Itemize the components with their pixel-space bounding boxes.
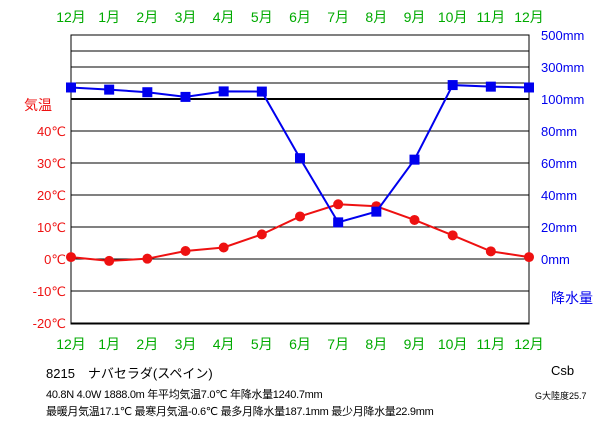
station-extremes-line: 最暖月気温17.1℃ 最寒月気温-0.6℃ 最多月降水量187.1mm 最少月降… [46, 406, 434, 418]
month-label-bottom: 12月 [56, 336, 86, 352]
precipitation-axis-label: 降水量 [551, 290, 593, 306]
temperature-point [447, 230, 458, 241]
temperature-point [485, 246, 496, 257]
precipitation-point [485, 81, 496, 92]
temperature-point [409, 214, 420, 225]
month-label-top: 4月 [213, 9, 235, 25]
continentality-index: G大陸度25.7 [535, 391, 587, 401]
month-label-top: 9月 [404, 9, 426, 25]
temperature-tick-label: -10℃ [33, 284, 66, 299]
temperature-tick-label: -20℃ [33, 316, 66, 331]
plot-frame [70, 34, 530, 325]
precipitation-point [180, 91, 191, 102]
temperature-point [142, 253, 153, 264]
temperature-point [524, 252, 534, 263]
precipitation-point [447, 80, 458, 91]
month-label-top: 12月 [514, 9, 544, 25]
month-label-bottom: 5月 [251, 336, 273, 352]
precipitation-tick-label: 80mm [541, 124, 577, 139]
precipitation-tick-label: 40mm [541, 188, 577, 203]
temperature-point [180, 246, 191, 256]
precipitation-point [66, 82, 76, 93]
precipitation-tick-label: 100mm [541, 92, 584, 107]
month-label-top: 7月 [327, 9, 349, 25]
precipitation-tick-label: 0mm [541, 252, 570, 267]
month-label-bottom: 2月 [136, 336, 158, 352]
temperature-point [333, 199, 344, 210]
temperature-tick-label: 10℃ [37, 220, 66, 235]
month-label-top: 3月 [175, 9, 197, 25]
temperature-point [256, 229, 267, 240]
month-label-bottom: 6月 [289, 336, 311, 352]
precipitation-point [218, 86, 229, 97]
temperature-tick-label: 40℃ [37, 124, 66, 139]
precipitation-point [409, 154, 420, 165]
month-label-bottom: 4月 [213, 336, 235, 352]
koppen-classification: Csb [551, 363, 575, 378]
month-label-bottom: 10月 [438, 336, 468, 352]
month-label-top: 2月 [136, 9, 158, 25]
month-label-top: 11月 [477, 9, 506, 25]
month-label-top: 1月 [98, 9, 120, 25]
precipitation-tick-label: 60mm [541, 156, 577, 171]
month-label-bottom: 3月 [175, 336, 197, 352]
precipitation-point [333, 217, 344, 228]
precipitation-point [371, 206, 382, 217]
month-label-top: 6月 [289, 9, 311, 25]
precipitation-point [142, 87, 153, 98]
precipitation-point [104, 84, 115, 95]
temperature-axis-label: 気温 [24, 97, 52, 113]
month-label-bottom: 11月 [477, 336, 506, 352]
precipitation-tick-label: 500mm [541, 28, 584, 43]
month-label-bottom: 9月 [404, 336, 426, 352]
temperature-tick-label: 30℃ [37, 156, 66, 171]
month-label-top: 5月 [251, 9, 273, 25]
temperature-point [66, 252, 76, 263]
precipitation-point [524, 82, 534, 93]
precipitation-point [295, 153, 305, 164]
month-label-bottom: 7月 [327, 336, 349, 352]
month-label-top: 12月 [56, 9, 86, 25]
temperature-tick-label: 20℃ [37, 188, 66, 203]
month-label-bottom: 1月 [98, 336, 120, 352]
month-label-bottom: 8月 [365, 336, 387, 352]
precipitation-point [256, 86, 267, 97]
station-name: 8215 ナバセラダ(スペイン) [46, 366, 213, 381]
month-label-top: 10月 [438, 9, 468, 25]
station-coords-line: 40.8N 4.0W 1888.0m 年平均気温7.0℃ 年降水量1240.7m… [46, 389, 323, 401]
temperature-point [295, 211, 305, 222]
precipitation-tick-label: 300mm [541, 60, 584, 75]
temperature-tick-label: 0℃ [44, 252, 66, 267]
temperature-point [104, 255, 115, 266]
temperature-point [218, 242, 229, 253]
precipitation-tick-label: 20mm [541, 220, 577, 235]
month-label-top: 8月 [365, 9, 387, 25]
month-label-bottom: 12月 [514, 336, 544, 352]
